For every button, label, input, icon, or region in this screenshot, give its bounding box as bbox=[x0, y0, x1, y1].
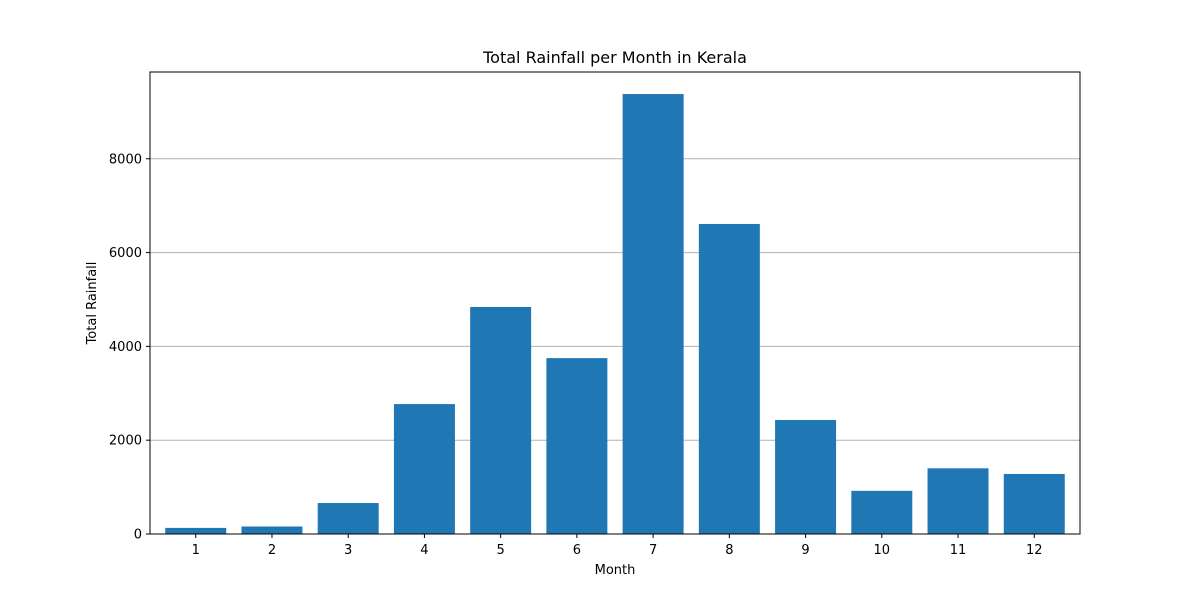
x-tick-label: 11 bbox=[950, 543, 967, 558]
x-tick-label: 7 bbox=[649, 543, 657, 558]
x-axis-label: Month bbox=[595, 563, 636, 578]
bar-layer bbox=[165, 94, 1065, 534]
y-tick-label: 8000 bbox=[109, 152, 142, 167]
y-tick-label: 2000 bbox=[109, 434, 142, 449]
x-tick-label: 3 bbox=[344, 543, 352, 558]
x-tick-label: 10 bbox=[874, 543, 891, 558]
bar-month-10 bbox=[851, 490, 913, 534]
bar-month-3 bbox=[317, 503, 379, 534]
x-tick-label: 1 bbox=[192, 543, 200, 558]
bar-month-12 bbox=[1003, 473, 1065, 534]
grid-layer bbox=[150, 158, 1080, 441]
y-tick-label: 0 bbox=[134, 528, 142, 543]
bar-month-5 bbox=[470, 306, 532, 534]
bar-month-6 bbox=[546, 358, 608, 534]
x-tick-label: 4 bbox=[420, 543, 428, 558]
bar-month-11 bbox=[927, 468, 989, 534]
x-tick-label: 12 bbox=[1026, 543, 1043, 558]
bar-month-7 bbox=[622, 94, 684, 534]
plot-frame bbox=[149, 71, 1081, 535]
x-tick-label: 2 bbox=[268, 543, 276, 558]
bar-month-2 bbox=[241, 526, 303, 534]
y-axis-label: Total Rainfall bbox=[85, 262, 100, 346]
chart-title: Total Rainfall per Month in Kerala bbox=[482, 48, 747, 67]
bar-month-9 bbox=[775, 420, 837, 534]
bar-month-1 bbox=[165, 527, 227, 534]
bar-month-4 bbox=[393, 404, 455, 534]
x-tick-label: 5 bbox=[497, 543, 505, 558]
x-tick-label: 9 bbox=[801, 543, 809, 558]
x-tick-label: 8 bbox=[725, 543, 733, 558]
y-tick-label: 6000 bbox=[109, 246, 142, 261]
x-tick-label: 6 bbox=[573, 543, 581, 558]
bar-month-8 bbox=[698, 223, 760, 534]
y-tick-label: 4000 bbox=[109, 340, 142, 355]
